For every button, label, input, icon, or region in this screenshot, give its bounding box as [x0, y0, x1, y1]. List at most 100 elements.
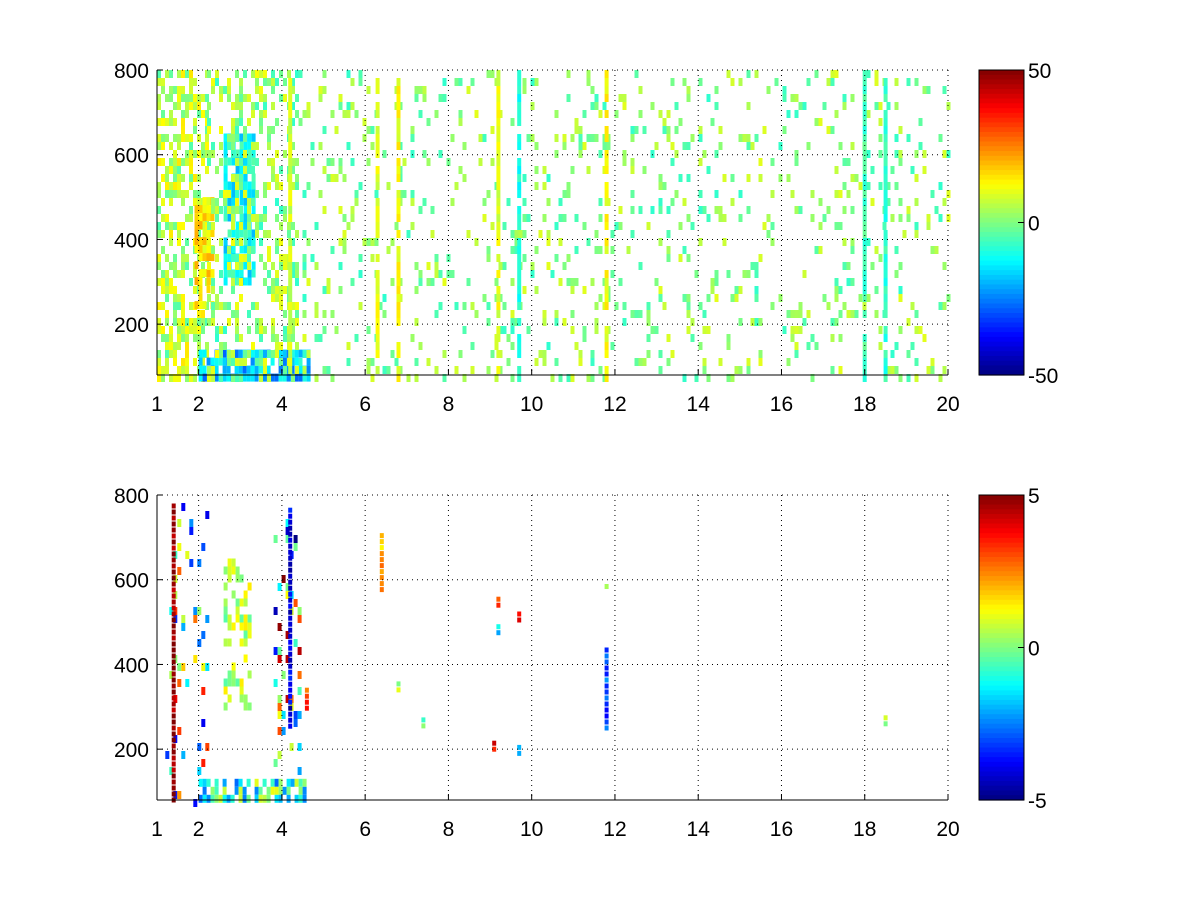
- heatmap-cell: [306, 357, 311, 366]
- heatmap-cell: [350, 214, 355, 222]
- heatmap-cell: [235, 614, 240, 623]
- heatmap-cell: [194, 301, 199, 310]
- heatmap-cell: [169, 110, 173, 118]
- heatmap-cell: [185, 679, 190, 687]
- heatmap-cell: [165, 358, 169, 366]
- colorbar-swatch: [979, 714, 1024, 720]
- heatmap-cell: [235, 606, 240, 615]
- heatmap-feature-cell: [171, 731, 176, 737]
- heatmap-cell: [235, 262, 239, 270]
- heatmap-cell: [702, 310, 707, 318]
- heatmap-cell: [522, 230, 527, 238]
- heatmap-column-cell: [517, 102, 522, 110]
- colorbar-swatch: [979, 776, 1024, 782]
- heatmap-cell: [554, 310, 559, 318]
- heatmap-feature-cell: [171, 557, 176, 563]
- heatmap-cell: [334, 326, 339, 334]
- heatmap-cell: [169, 118, 173, 126]
- heatmap-cell: [382, 310, 387, 318]
- heatmap-cell: [218, 794, 223, 803]
- heatmap-cell: [201, 663, 206, 671]
- heatmap-cell: [227, 206, 231, 214]
- heatmap-cell: [279, 182, 283, 190]
- heatmap-cell: [618, 278, 623, 286]
- heatmap-feature-cell: [171, 707, 176, 713]
- heatmap-column-cell: [604, 270, 609, 278]
- colorbar-swatch: [979, 599, 1024, 606]
- heatmap-feature-cell: [171, 755, 176, 761]
- heatmap-cell: [482, 214, 487, 222]
- heatmap-cell: [754, 270, 759, 278]
- heatmap-cell: [267, 134, 271, 142]
- heatmap-feature-cell: [171, 533, 176, 539]
- heatmap-cell: [382, 366, 387, 374]
- heatmap-cell: [874, 102, 879, 110]
- heatmap-cell: [189, 559, 194, 567]
- heatmap-cell: [210, 786, 215, 795]
- heatmap-cell: [590, 374, 595, 382]
- heatmap-cell: [450, 134, 455, 142]
- heatmap-cell: [177, 222, 181, 230]
- heatmap-feature-cell: [421, 717, 426, 723]
- heatmap-feature-cell: [604, 677, 609, 683]
- heatmap-cell: [366, 366, 371, 374]
- heatmap-cell: [243, 157, 248, 166]
- heatmap-cell: [295, 70, 299, 78]
- heatmap-cell: [205, 166, 209, 174]
- heatmap-cell: [434, 254, 439, 262]
- heatmap-cell: [207, 158, 211, 166]
- heatmap-cell: [235, 134, 239, 142]
- heatmap-cell: [542, 166, 547, 174]
- x-tick-label: 14: [687, 818, 711, 841]
- heatmap-feature-cell: [604, 713, 609, 719]
- heatmap-cell: [223, 141, 228, 150]
- heatmap-cell: [418, 86, 423, 94]
- heatmap-cell: [177, 374, 181, 382]
- heatmap-cell: [173, 254, 177, 262]
- heatmap-cell: [227, 694, 232, 703]
- heatmap-cell: [810, 374, 815, 382]
- heatmap-cell: [239, 622, 244, 631]
- heatmap-cell: [202, 253, 207, 262]
- heatmap-cell: [906, 350, 911, 358]
- heatmap-cell: [227, 566, 232, 575]
- heatmap-cell: [630, 310, 635, 318]
- heatmap-cell: [235, 302, 239, 310]
- heatmap-cell: [239, 206, 243, 214]
- heatmap-cell: [698, 134, 703, 142]
- heatmap-cell: [326, 158, 331, 166]
- heatmap-cell: [354, 190, 359, 198]
- heatmap-cell: [462, 374, 467, 382]
- heatmap-cell: [594, 102, 599, 110]
- heatmap-cell: [263, 358, 267, 366]
- heatmap-cell: [798, 102, 803, 110]
- heatmap-cell: [255, 102, 259, 110]
- heatmap-cell: [458, 78, 463, 86]
- heatmap-cell: [285, 519, 290, 527]
- heatmap-cell: [686, 174, 691, 182]
- heatmap-cell: [210, 229, 215, 238]
- heatmap-cell: [678, 222, 683, 230]
- heatmap-cell: [930, 190, 935, 198]
- heatmap-column-cell: [375, 150, 380, 158]
- heatmap-cell: [169, 671, 174, 679]
- heatmap-column-cell: [862, 358, 867, 366]
- heatmap-cell: [474, 110, 479, 118]
- heatmap-cell: [161, 286, 165, 294]
- heatmap-cell: [926, 214, 931, 222]
- heatmap-cell: [594, 94, 599, 102]
- heatmap-cell: [566, 190, 571, 198]
- heatmap-cell: [181, 366, 185, 374]
- heatmap-cell: [806, 78, 811, 86]
- heatmap-cell: [782, 326, 787, 334]
- heatmap-cell: [207, 222, 211, 230]
- heatmap-column-cell: [883, 262, 888, 270]
- heatmap-cell: [894, 182, 899, 190]
- heatmap-cell: [277, 703, 282, 711]
- heatmap-cell: [894, 246, 899, 254]
- heatmap-cell: [610, 230, 615, 238]
- heatmap-cell: [478, 158, 483, 166]
- colorbar-swatch: [979, 279, 1024, 286]
- heatmap-cell: [338, 206, 343, 214]
- heatmap-cell: [193, 286, 197, 294]
